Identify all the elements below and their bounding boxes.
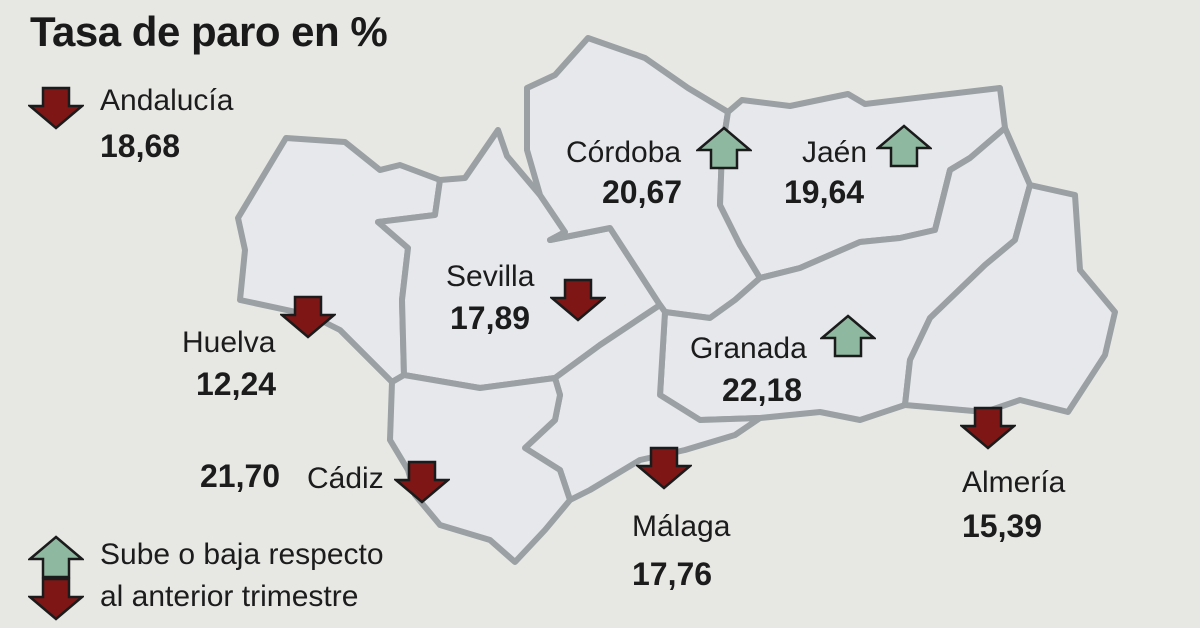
legend-down-icon — [28, 577, 84, 621]
label-cordoba: Córdoba — [566, 136, 682, 169]
label-granada: Granada — [690, 332, 807, 365]
region-name: Andalucía — [100, 84, 234, 117]
value-almeria: 15,39 — [962, 508, 1043, 544]
value-sevilla: 17,89 — [450, 300, 531, 336]
value-cadiz: 21,70 — [200, 458, 281, 494]
value-granada: 22,18 — [722, 372, 803, 408]
label-cadiz: Cádiz — [307, 462, 384, 495]
label-huelva: Huelva — [182, 326, 276, 359]
label-jaen: Jaén — [802, 136, 868, 169]
legend-line-2: al anterior trimestre — [100, 580, 359, 613]
label-malaga: Málaga — [632, 510, 731, 543]
arrow-down-icon — [960, 406, 1016, 450]
value-huelva: 12,24 — [196, 366, 277, 402]
province-almeria — [902, 182, 1118, 415]
legend-line-1: Sube o baja respecto — [100, 538, 384, 571]
label-almeria: Almería — [962, 466, 1066, 499]
legend-up-icon — [28, 535, 84, 579]
value-jaen: 19,64 — [784, 174, 865, 210]
map-title: Tasa de paro en % — [30, 8, 388, 55]
arrow-down-icon — [28, 86, 84, 130]
value-cordoba: 20,67 — [602, 174, 683, 210]
region-value: 18,68 — [100, 128, 181, 164]
value-malaga: 17,76 — [632, 556, 713, 592]
label-sevilla: Sevilla — [446, 260, 535, 293]
